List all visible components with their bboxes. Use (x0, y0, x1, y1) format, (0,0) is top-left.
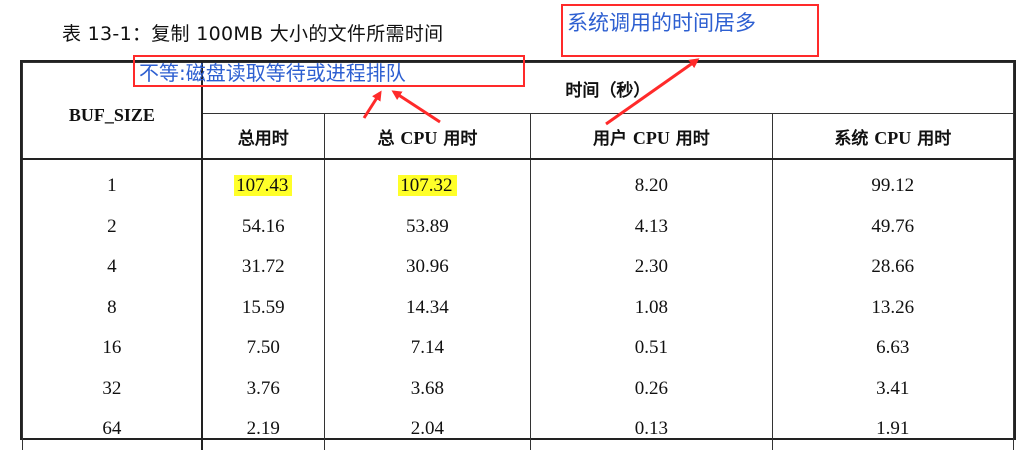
table-row: 16 7.50 7.14 0.51 6.63 (21, 328, 1015, 369)
total-cpu-cell: 2.04 (323, 409, 532, 450)
buf-size-cell: 2 (21, 206, 203, 247)
buf-size-cell: 8 (21, 287, 203, 328)
buf-size-cell: 16 (21, 328, 203, 369)
user-cpu-cell: 0.26 (530, 368, 773, 409)
buf-size-cell: 1 (21, 159, 203, 207)
col-header-total-time: 总用时 (201, 113, 325, 160)
system-cpu-cell: 6.63 (771, 328, 1015, 369)
total-cpu-cell: 30.96 (323, 247, 532, 288)
table-row: 8 15.59 14.34 1.08 13.26 (21, 287, 1015, 328)
buf-size-cell: 32 (21, 368, 203, 409)
col-header-user-cpu: 用户 CPU 用时 (530, 113, 773, 160)
table-row: 1 107.43 107.32 8.20 99.12 (21, 159, 1015, 207)
annotation-note-wait: 不等:磁盘读取等待或进程排队 (133, 55, 525, 87)
buf-size-header: BUF_SIZE (21, 62, 203, 160)
total-time-cell: 107.43 (201, 159, 325, 207)
system-cpu-cell: 3.41 (771, 368, 1015, 409)
total-time-cell: 2.19 (201, 409, 325, 450)
annotation-note-syscall: 系统调用的时间居多 (561, 4, 819, 57)
total-cpu-cell: 3.68 (323, 368, 532, 409)
user-cpu-cell: 4.13 (530, 206, 773, 247)
total-cpu-cell: 107.32 (323, 159, 532, 207)
total-time-cell: 31.72 (201, 247, 325, 288)
table-row: 4 31.72 30.96 2.30 28.66 (21, 247, 1015, 288)
col-header-system-cpu: 系统 CPU 用时 (771, 113, 1015, 160)
highlighted-value: 107.43 (234, 175, 293, 197)
system-cpu-cell: 28.66 (771, 247, 1015, 288)
user-cpu-cell: 0.51 (530, 328, 773, 369)
system-cpu-cell: 49.76 (771, 206, 1015, 247)
total-time-cell: 15.59 (201, 287, 325, 328)
table-row: 64 2.19 2.04 0.13 1.91 (21, 409, 1015, 450)
total-time-cell: 7.50 (201, 328, 325, 369)
system-cpu-cell: 99.12 (771, 159, 1015, 207)
user-cpu-cell: 0.13 (530, 409, 773, 450)
highlighted-value: 107.32 (398, 175, 457, 197)
total-time-cell: 3.76 (201, 368, 325, 409)
total-cpu-cell: 7.14 (323, 328, 532, 369)
system-cpu-cell: 13.26 (771, 287, 1015, 328)
buf-size-cell: 64 (21, 409, 203, 450)
data-table-container: BUF_SIZE 时间（秒） 总用时 总 CPU 用时 用户 CPU 用时 系统… (20, 60, 1016, 450)
timing-table: BUF_SIZE 时间（秒） 总用时 总 CPU 用时 用户 CPU 用时 系统… (21, 62, 1015, 450)
table-row: 32 3.76 3.68 0.26 3.41 (21, 368, 1015, 409)
user-cpu-cell: 8.20 (530, 159, 773, 207)
total-cpu-cell: 14.34 (323, 287, 532, 328)
col-header-total-cpu: 总 CPU 用时 (323, 113, 532, 160)
buf-size-cell: 4 (21, 247, 203, 288)
total-cpu-cell: 53.89 (323, 206, 532, 247)
table-row: 2 54.16 53.89 4.13 49.76 (21, 206, 1015, 247)
user-cpu-cell: 1.08 (530, 287, 773, 328)
total-time-cell: 54.16 (201, 206, 325, 247)
user-cpu-cell: 2.30 (530, 247, 773, 288)
table-caption: 表 13-1：复制 100MB 大小的文件所需时间 (62, 23, 444, 45)
system-cpu-cell: 1.91 (771, 409, 1015, 450)
